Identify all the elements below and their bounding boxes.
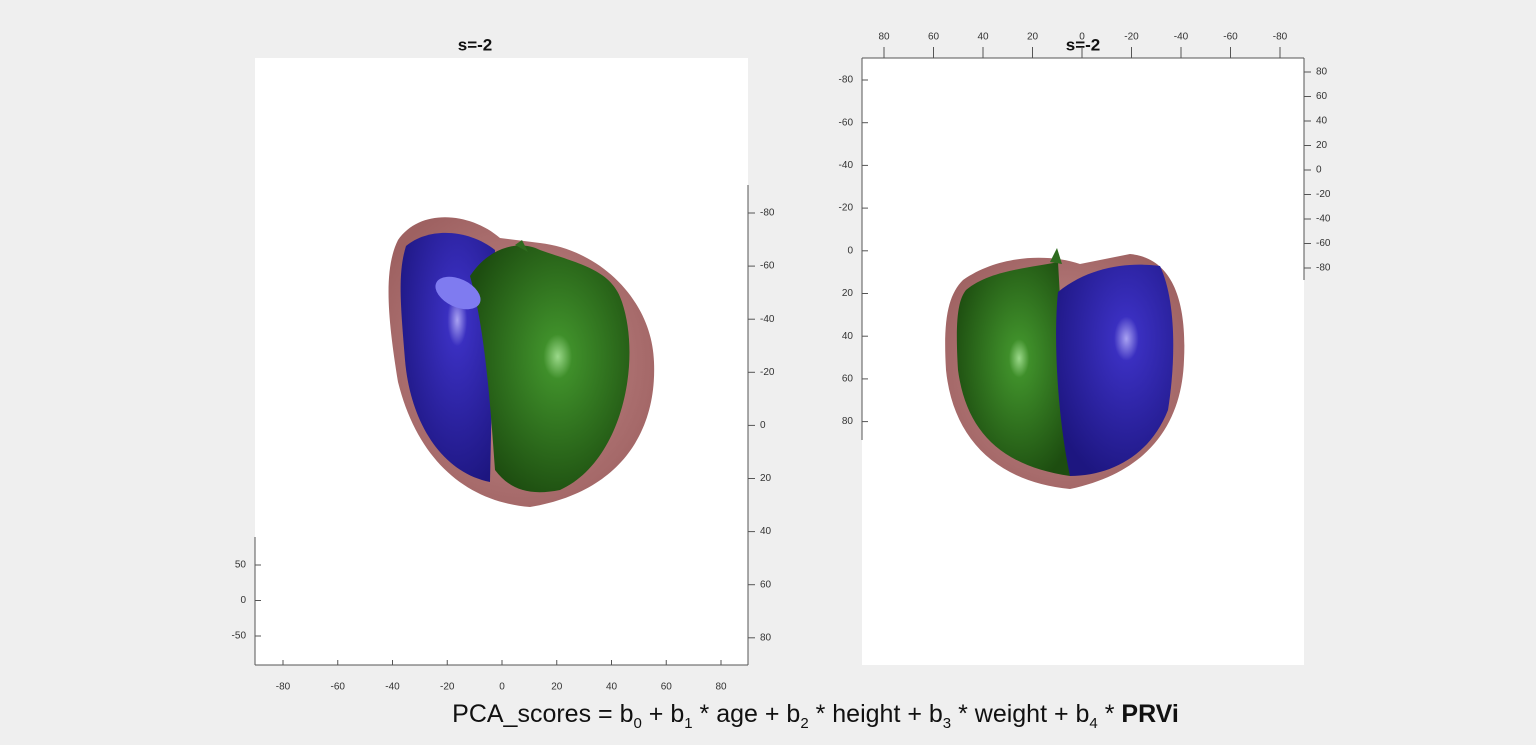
tick-label: -40 <box>1174 32 1189 43</box>
tick-label: 20 <box>551 682 563 693</box>
tick-label: -80 <box>276 682 291 693</box>
tick-label: -40 <box>760 314 775 325</box>
tick-label: 60 <box>842 374 854 385</box>
tick-label: 80 <box>842 416 854 427</box>
tick-label: 0 <box>499 682 505 693</box>
tick-label: 60 <box>928 32 940 43</box>
tick-label: 20 <box>842 288 854 299</box>
tick-label: -80 <box>760 208 775 219</box>
formula: PCA_scores = b0 + b1 * age + b2 * height… <box>0 700 1536 732</box>
tick-label: 0 <box>240 595 246 606</box>
formula-part: 3 <box>943 715 951 732</box>
tick-label: 50 <box>235 560 247 571</box>
tick-label: 0 <box>1079 32 1085 43</box>
tick-label: 40 <box>842 331 854 342</box>
tick-label: -40 <box>385 682 400 693</box>
tick-label: 80 <box>760 632 772 643</box>
tick-label: 80 <box>715 682 727 693</box>
tick-label: 40 <box>1316 116 1328 127</box>
tick-label: -20 <box>760 367 775 378</box>
tick-label: -80 <box>1273 32 1288 43</box>
figure: s=-2 s=-2 -80-60-40-20020406080500-50-80… <box>0 0 1536 745</box>
tick-label: -80 <box>1316 263 1331 274</box>
tick-label: 60 <box>661 682 673 693</box>
tick-label: 40 <box>760 526 772 537</box>
tick-label: 40 <box>606 682 618 693</box>
formula-part: * <box>1098 700 1122 728</box>
tick-label: 20 <box>1316 140 1328 151</box>
tick-label: -60 <box>760 261 775 272</box>
formula-part: + b <box>642 700 684 728</box>
tick-label: -60 <box>1223 32 1238 43</box>
formula-part: PCA_scores = b <box>452 700 633 728</box>
tick-label: -60 <box>1316 238 1331 249</box>
tick-label: -20 <box>440 682 455 693</box>
tick-label: 60 <box>1316 91 1328 102</box>
formula-part: PRVi <box>1121 700 1178 728</box>
formula-part: 1 <box>684 715 692 732</box>
tick-label: -60 <box>331 682 346 693</box>
tick-label: -80 <box>839 75 854 86</box>
tick-label: -40 <box>1316 214 1331 225</box>
tick-label: 0 <box>760 420 766 431</box>
formula-part: 0 <box>633 715 641 732</box>
page: s=-2 s=-2 -80-60-40-20020406080500-50-80… <box>0 0 1536 745</box>
formula-part: 4 <box>1089 715 1097 732</box>
tick-label: -50 <box>232 631 247 642</box>
tick-label: 60 <box>760 579 772 590</box>
formula-part: * age + b <box>693 700 801 728</box>
tick-label: -20 <box>839 203 854 214</box>
tick-label: 80 <box>878 32 890 43</box>
tick-label: 80 <box>1316 67 1328 78</box>
formula-part: * weight + b <box>951 700 1089 728</box>
tick-label: 40 <box>977 32 989 43</box>
tick-label: -60 <box>839 117 854 128</box>
panel-title: s=-2 <box>458 35 493 54</box>
tick-label: 20 <box>1027 32 1039 43</box>
tick-label: 0 <box>1316 165 1322 176</box>
tick-label: -20 <box>1124 32 1139 43</box>
formula-part: * height + b <box>809 700 943 728</box>
formula-part: 2 <box>800 715 808 732</box>
tick-label: 20 <box>760 473 772 484</box>
tick-label: 0 <box>847 245 853 256</box>
tick-label: -20 <box>1316 189 1331 200</box>
tick-label: -40 <box>839 160 854 171</box>
